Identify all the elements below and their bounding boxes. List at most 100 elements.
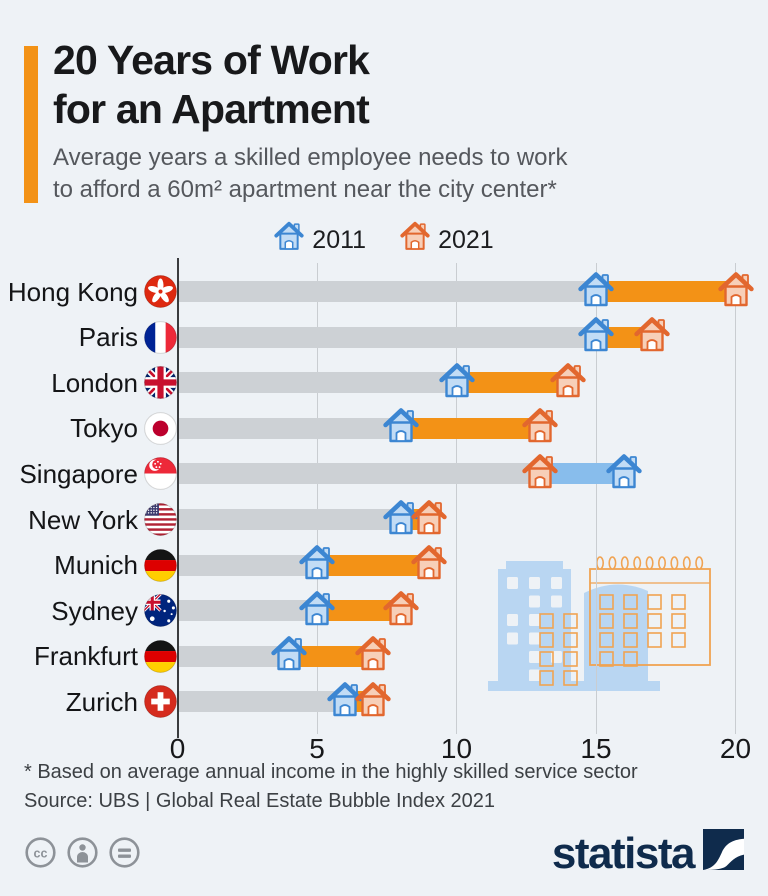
- flag-au: [144, 594, 177, 628]
- chart-legend: 2011 2021: [0, 220, 768, 260]
- house-marker-2011: [606, 452, 642, 497]
- row-label-singapore: Singapore: [19, 458, 138, 489]
- house-icon: [355, 636, 391, 671]
- house-icon: [634, 317, 670, 352]
- gridline-5: [316, 263, 318, 734]
- row-label-london: London: [51, 367, 138, 398]
- attribution-icon: [67, 837, 98, 868]
- x-axis-zero-line: [176, 258, 179, 738]
- license-icons: cc: [25, 837, 140, 868]
- row-label-munich: Munich: [54, 550, 138, 581]
- title-accent-bar: [24, 46, 38, 203]
- flag-icon-de: [144, 548, 177, 582]
- house-marker-2011: [438, 361, 475, 406]
- bar-track: [177, 281, 596, 302]
- house-icon: [382, 499, 419, 534]
- house-marker-2021: [410, 498, 447, 543]
- bar-track: [177, 509, 401, 530]
- bar-track: [177, 645, 290, 667]
- legend-label-2021: 2021: [438, 225, 494, 254]
- svg-text:cc: cc: [34, 847, 48, 861]
- row-label-frankfurt: Frankfurt: [33, 641, 138, 672]
- house-icon: [382, 408, 419, 443]
- x-tick-5: 5: [309, 733, 325, 764]
- page-title: 20 Years of Work for an Apartment: [53, 36, 370, 134]
- flag-icon-au: [144, 594, 177, 628]
- flag-gb: [144, 366, 177, 400]
- title-line-1: 20 Years of Work: [53, 37, 370, 83]
- bar-track: [177, 600, 317, 622]
- x-tick-15: 15: [580, 733, 612, 764]
- house-icon: [606, 454, 642, 489]
- house-icon: [274, 221, 304, 250]
- flag-icon-us: [144, 503, 177, 536]
- house-marker-2021: [550, 361, 586, 406]
- flag-icon-de: [144, 639, 177, 673]
- house-icon: [522, 454, 558, 489]
- flag-de: [144, 639, 177, 673]
- row-label-sydney: Sydney: [51, 595, 138, 626]
- house-icon-orange: [400, 220, 430, 260]
- legend-item-2011: 2011: [274, 220, 366, 260]
- house-marker-2011: [299, 589, 335, 634]
- cc-icon: cc: [25, 837, 56, 868]
- subtitle-line-1: Average years a skilled employee needs t…: [53, 144, 568, 171]
- statista-brand: statista: [551, 829, 744, 879]
- bar-track: [177, 463, 541, 485]
- row-label-zurich: Zurich: [65, 686, 138, 717]
- buildings-calendar-graphic: [488, 556, 711, 691]
- bar-track: [177, 554, 317, 576]
- row-label-new-york: New York: [28, 504, 138, 535]
- house-icon: [410, 545, 447, 580]
- house-icon: [299, 545, 335, 580]
- x-tick-20: 20: [719, 733, 752, 764]
- house-icon: [578, 317, 614, 352]
- flag-sg: [144, 457, 177, 491]
- house-icon: [327, 682, 363, 717]
- statista-wordmark: statista: [551, 829, 696, 879]
- gridline-15: [595, 263, 597, 734]
- bar-change-segment: [400, 417, 541, 439]
- house-icon: [410, 499, 447, 534]
- flag-jp: [144, 411, 177, 445]
- house-marker-2021: [355, 680, 391, 725]
- flag-icon-fr: [144, 320, 177, 354]
- row-label-hong-kong: Hong Kong: [7, 276, 138, 307]
- buildings-calendar-illustration: [476, 543, 732, 700]
- equal-icon: [109, 837, 140, 868]
- flag-icon-ch: [144, 685, 177, 719]
- flag-icon-hk: [144, 275, 177, 308]
- statista-logo-icon: [703, 829, 744, 875]
- gridline-20: [735, 263, 736, 734]
- flag-icon-gb: [144, 366, 177, 400]
- flag-icon-sg: [144, 457, 177, 491]
- page-subtitle: Average years a skilled employee needs t…: [53, 142, 568, 206]
- row-label-tokyo: Tokyo: [70, 413, 138, 444]
- house-marker-2021: [522, 452, 558, 497]
- house-icon: [382, 590, 419, 625]
- house-icon: [550, 362, 586, 397]
- x-tick-10: 10: [440, 733, 473, 764]
- bar-change-segment: [317, 600, 401, 622]
- bar-track: [177, 372, 457, 394]
- row-label-paris: Paris: [78, 322, 138, 353]
- house-icon: [271, 636, 307, 671]
- flag-hk: [144, 275, 177, 308]
- house-icon: [400, 221, 430, 250]
- flag-ch: [144, 685, 177, 719]
- house-marker-2011: [271, 634, 307, 679]
- legend-label-2011: 2011: [312, 225, 367, 254]
- flag-icon-jp: [144, 411, 177, 445]
- bar-change-segment: [456, 372, 569, 394]
- house-icon: [355, 682, 391, 717]
- gridline-10: [456, 263, 457, 734]
- bar-change-segment: [289, 645, 373, 667]
- bar-change-segment: [540, 463, 624, 485]
- house-marker-2021: [717, 270, 754, 315]
- house-marker-2011: [382, 498, 419, 543]
- bar-change-segment: [317, 554, 429, 576]
- bar-track: [177, 691, 345, 713]
- bar-track: [177, 326, 596, 348]
- house-icon-blue: [274, 220, 304, 260]
- house-icon: [717, 271, 754, 306]
